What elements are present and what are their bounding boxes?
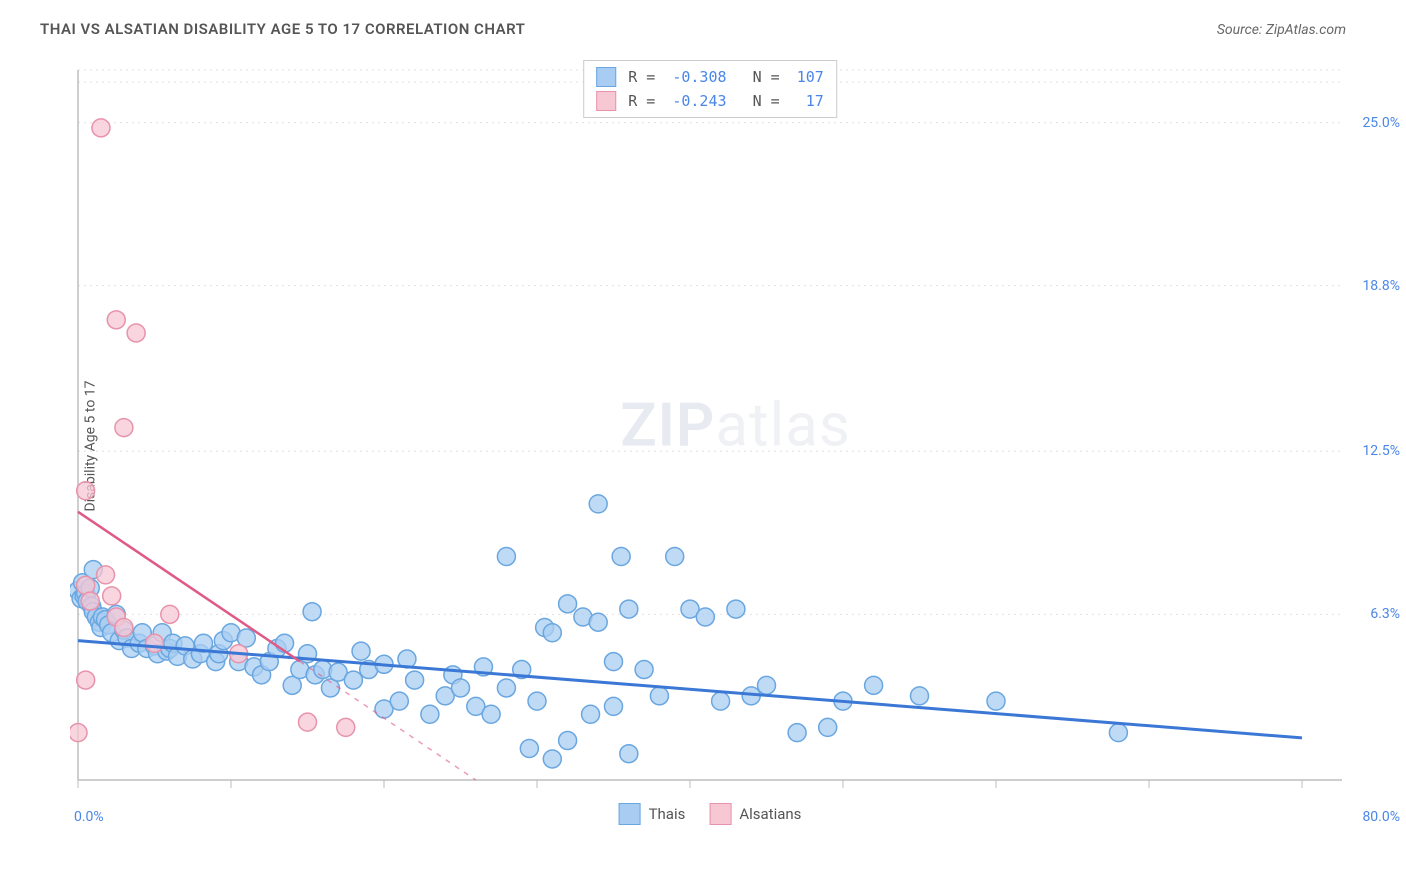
chart-legend: Thais Alsatians — [619, 803, 802, 825]
x-axis-max-label: 80.0% — [1362, 809, 1400, 825]
stat-r-label: R = — [628, 65, 664, 89]
x-axis-min-label: 0.0% — [74, 809, 104, 825]
legend-label: Thais — [649, 805, 686, 823]
stats-row: R = -0.308 N = 107 — [596, 65, 824, 89]
correlation-chart: THAI VS ALSATIAN DISABILITY AGE 5 TO 17 … — [20, 20, 1386, 872]
legend-swatch — [709, 803, 731, 825]
chart-source: Source: ZipAtlas.com — [1217, 22, 1346, 38]
scatter-plot-svg — [70, 60, 1350, 820]
chart-title: THAI VS ALSATIAN DISABILITY AGE 5 TO 17 … — [40, 20, 525, 38]
stats-swatch — [596, 67, 616, 87]
y-tick-label: 6.3% — [1370, 606, 1400, 622]
legend-swatch — [619, 803, 641, 825]
legend-item: Alsatians — [709, 803, 801, 825]
chart-header: THAI VS ALSATIAN DISABILITY AGE 5 TO 17 … — [20, 20, 1386, 50]
y-tick-label: 18.8% — [1362, 278, 1400, 294]
stat-r-label: R = — [628, 89, 664, 113]
y-tick-label: 12.5% — [1362, 443, 1400, 459]
stat-n-label: N = — [735, 65, 789, 89]
legend-label: Alsatians — [739, 805, 801, 823]
correlation-stats-box: R = -0.308 N = 107R = -0.243 N = 17 — [583, 60, 837, 118]
stats-row: R = -0.243 N = 17 — [596, 89, 824, 113]
stat-n-label: N = — [735, 89, 789, 113]
stats-swatch — [596, 91, 616, 111]
stat-n-value: 107 — [797, 65, 824, 89]
stat-r-value: -0.308 — [672, 65, 726, 89]
stat-n-value: 17 — [797, 89, 824, 113]
legend-item: Thais — [619, 803, 686, 825]
y-tick-label: 25.0% — [1362, 115, 1400, 131]
plot-area: ZIPatlas R = -0.308 N = 107R = -0.243 N … — [70, 60, 1350, 820]
stat-r-value: -0.243 — [672, 89, 726, 113]
